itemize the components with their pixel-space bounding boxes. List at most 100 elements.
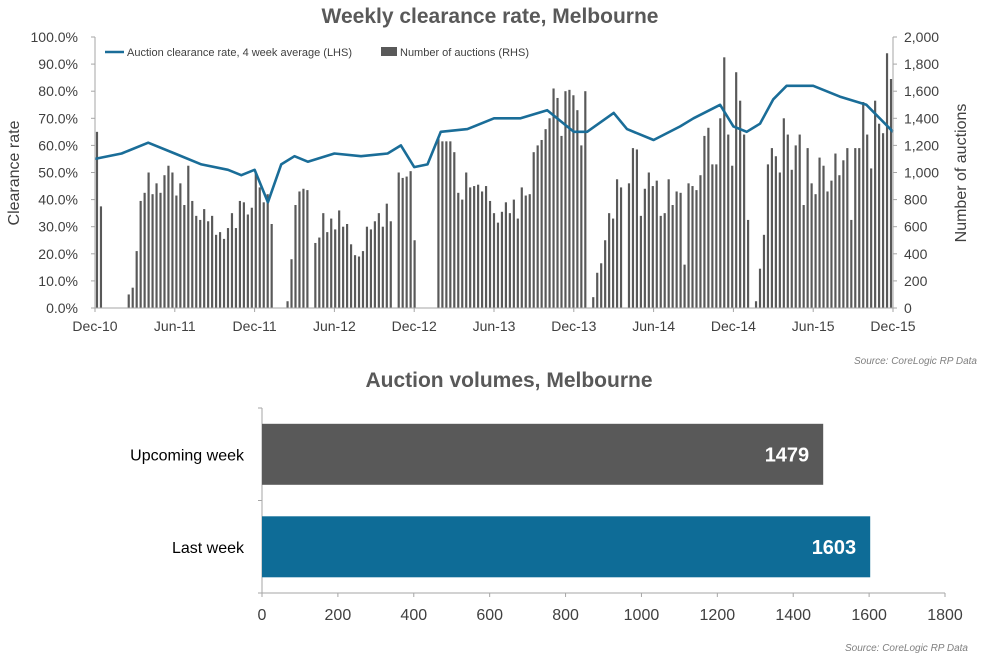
- auction-bar: [504, 202, 507, 308]
- auction-bar: [234, 228, 238, 308]
- auction-bar: [314, 242, 317, 308]
- weekly-clearance-chart: Weekly clearance rate, Melbourne 0.0% 10.…: [6, 5, 977, 367]
- auction-bar: [826, 191, 829, 308]
- auction-bar: [496, 222, 500, 308]
- auction-bar: [679, 192, 682, 308]
- right-tick-label: 0: [904, 300, 912, 316]
- auction-bar: [790, 169, 793, 308]
- auction-bar: [155, 183, 158, 308]
- auction-bar: [627, 183, 631, 308]
- auction-bar: [711, 164, 714, 308]
- auction-bar: [377, 213, 380, 308]
- auction-bar: [457, 192, 460, 308]
- auction-bar: [151, 194, 154, 308]
- clearance-rate-line: [94, 84, 894, 204]
- right-axis-label: Number of auctions: [953, 104, 970, 243]
- x-tick-label: Jun-14: [632, 318, 675, 334]
- auction-bar: [687, 183, 690, 308]
- auction-bar: [461, 199, 464, 308]
- auction-bar: [862, 102, 865, 308]
- auction-bar: [580, 145, 583, 308]
- value-tick-label: 400: [400, 607, 427, 624]
- auction-bar: [302, 188, 305, 308]
- legend-bar-label: Number of auctions (RHS): [400, 47, 529, 59]
- auction-bar: [643, 188, 646, 308]
- auction-bar: [183, 205, 186, 308]
- chart-title: Weekly clearance rate, Melbourne: [322, 5, 659, 28]
- bottom-x-ticks: 0 200 400 600 800 1000 1200 1400 1600 1800: [258, 593, 963, 624]
- value-tick-label: 1800: [927, 607, 963, 624]
- x-tick-label: Dec-11: [233, 318, 277, 334]
- auction-bar: [298, 191, 301, 308]
- right-tick-label: 200: [904, 273, 928, 289]
- x-tick-label: Dec-14: [711, 318, 756, 334]
- auction-bar: [806, 148, 809, 308]
- legend-line-label: Auction clearance rate, 4 week average (…: [127, 47, 352, 59]
- left-tick-label: 80.0%: [38, 83, 78, 99]
- auction-bar: [691, 186, 694, 308]
- auction-bar: [492, 213, 496, 308]
- auction-bar: [139, 200, 142, 308]
- auction-bar: [481, 191, 484, 308]
- value-tick-label: 1000: [624, 607, 660, 624]
- auction-bar: [131, 287, 134, 308]
- x-tick-label: Dec-15: [870, 318, 915, 334]
- auction-bar: [731, 165, 734, 308]
- auction-bar: [246, 214, 249, 308]
- auction-bar: [473, 186, 476, 308]
- auction-bar: [564, 91, 567, 308]
- auction-bar: [465, 172, 468, 308]
- auction-bar: [786, 134, 789, 308]
- legend: Auction clearance rate, 4 week average (…: [105, 47, 529, 59]
- category-labels: Upcoming week Last week: [130, 447, 245, 557]
- auction-bar: [508, 213, 511, 308]
- auction-bar: [413, 240, 416, 308]
- bar-value-label: 1479: [765, 444, 810, 466]
- auction-bar: [449, 141, 452, 308]
- left-tick-label: 30.0%: [38, 219, 78, 235]
- auction-bar: [723, 57, 726, 308]
- auction-bar: [540, 139, 543, 308]
- auction-bar: [834, 153, 837, 308]
- auction-bar: [262, 202, 265, 308]
- auction-bar: [512, 199, 515, 308]
- auction-bar: [357, 256, 361, 308]
- auction-bar: [619, 187, 623, 308]
- right-tick-label: 1,000: [904, 165, 939, 181]
- value-tick-label: 600: [476, 607, 503, 624]
- auction-bar: [361, 251, 365, 308]
- auction-bar: [159, 192, 162, 308]
- auction-bar: [655, 180, 658, 308]
- auction-volumes-chart: Auction volumes, Melbourne 1479 1603 Upco…: [130, 370, 968, 654]
- auction-bar: [294, 205, 297, 308]
- auction-bar: [536, 145, 539, 308]
- auction-bar: [409, 171, 412, 308]
- left-tick-label: 0.0%: [46, 300, 78, 316]
- auction-bar: [850, 219, 853, 308]
- auction-bar: [870, 168, 873, 308]
- auction-bar: [330, 218, 333, 308]
- right-tick-label: 1,400: [904, 110, 939, 126]
- auction-bar: [715, 164, 718, 308]
- auction-bar: [230, 213, 234, 308]
- x-axis-ticks: Dec-10 Jun-11 Dec-11 Jun-12 Dec-12 Jun-13 Dec-…: [72, 308, 916, 334]
- auction-bar: [770, 148, 773, 308]
- auction-bar: [818, 157, 821, 308]
- left-tick-label: 20.0%: [38, 246, 78, 262]
- right-axis-ticks: 0 200 400 600 800 1,000 1,200 1,400 1,600 1,800 2,…: [893, 29, 939, 316]
- auction-bar: [631, 148, 635, 308]
- auction-bar: [719, 118, 722, 308]
- auction-bar: [647, 172, 650, 308]
- auction-bar: [405, 176, 408, 308]
- right-tick-label: 1,600: [904, 83, 939, 99]
- auction-bar: [254, 172, 257, 308]
- auction-bar: [179, 183, 182, 308]
- auction-bar: [584, 91, 587, 308]
- auction-bar: [754, 301, 758, 308]
- category-label: Upcoming week: [130, 447, 245, 464]
- value-tick-label: 1200: [700, 607, 736, 624]
- auction-bar: [854, 148, 857, 308]
- x-tick-label: Jun-13: [473, 318, 516, 334]
- auction-bar: [778, 172, 781, 308]
- auction-bar: [830, 180, 833, 308]
